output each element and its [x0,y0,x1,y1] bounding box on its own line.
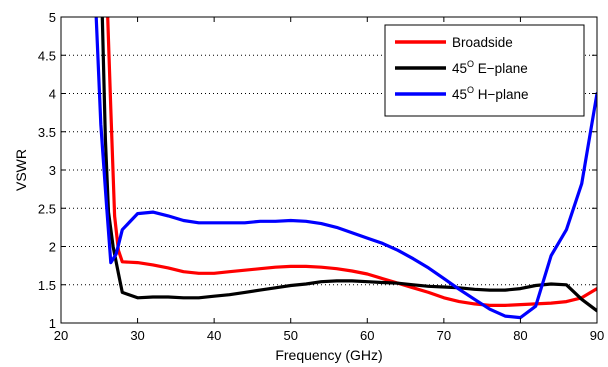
axis-ticks: 1 1.5 2 2.5 3 3.5 4 4.5 5 20 30 40 50 60 70 80 90 [38,10,604,343]
x-tick-label: 30 [130,328,144,343]
x-axis-label: Frequency (GHz) [275,347,382,363]
series-line-1 [106,17,597,307]
legend-label: Broadside [452,35,513,50]
x-tick-label: 20 [54,328,68,343]
grid-lines [61,54,597,286]
series-line-3 [94,17,597,320]
x-tick-label: 80 [513,328,527,343]
series-line-2 [100,17,597,313]
legend: Broadside 45O E−plane 45O H−plane [384,24,585,117]
y-axis-label: VSWR [13,149,29,191]
y-tick-label: 1 [49,316,56,331]
x-tick-label: 70 [437,328,451,343]
y-tick-label: 4.5 [38,48,56,63]
legend-label: 45O E−plane [452,59,528,76]
x-tick-label: 60 [360,328,374,343]
y-tick-label: 4 [49,87,56,102]
legend-box [384,24,585,117]
y-tick-label: 1.5 [38,278,56,293]
x-tick-label: 50 [283,328,297,343]
series-lines [94,17,597,320]
y-tick-label: 2.5 [38,201,56,216]
y-tick-label: 3 [49,163,56,178]
x-tick-label: 40 [207,328,221,343]
legend-label: 45O H−plane [452,85,528,102]
y-tick-label: 3.5 [38,125,56,140]
y-tick-label: 5 [49,10,56,25]
y-tick-label: 2 [49,240,56,255]
x-tick-label: 90 [590,328,604,343]
